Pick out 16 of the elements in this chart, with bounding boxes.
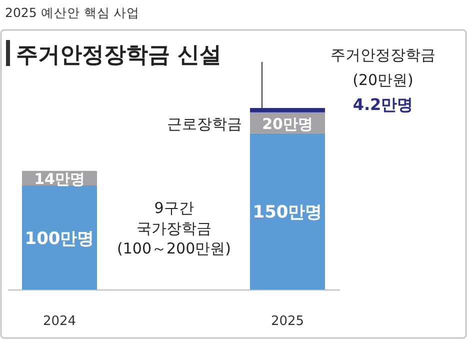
bar <box>250 108 325 112</box>
x-tick-label: 2024 <box>42 314 76 329</box>
annotation: 9구간 국가장학금 (100～200만원) <box>117 199 231 258</box>
x-tick-label: 2025 <box>270 314 304 329</box>
text: 주거안정장학금 <box>330 46 436 64</box>
chart-title: 주거안정장학금 신설 <box>16 43 222 68</box>
text: 4.2만명 <box>352 95 414 114</box>
data-label: 14만명 <box>34 170 85 188</box>
text: (20만원) <box>352 71 414 89</box>
data-label: 150만명 <box>252 202 322 223</box>
chart-subtitle: 2025 예산안 핵심 사업 <box>5 5 140 20</box>
data-label: 20만명 <box>262 114 313 133</box>
series-label: 근로장학금 <box>167 114 242 133</box>
bar <box>22 186 97 290</box>
data-label: 100만명 <box>24 228 94 249</box>
bar <box>250 133 325 290</box>
